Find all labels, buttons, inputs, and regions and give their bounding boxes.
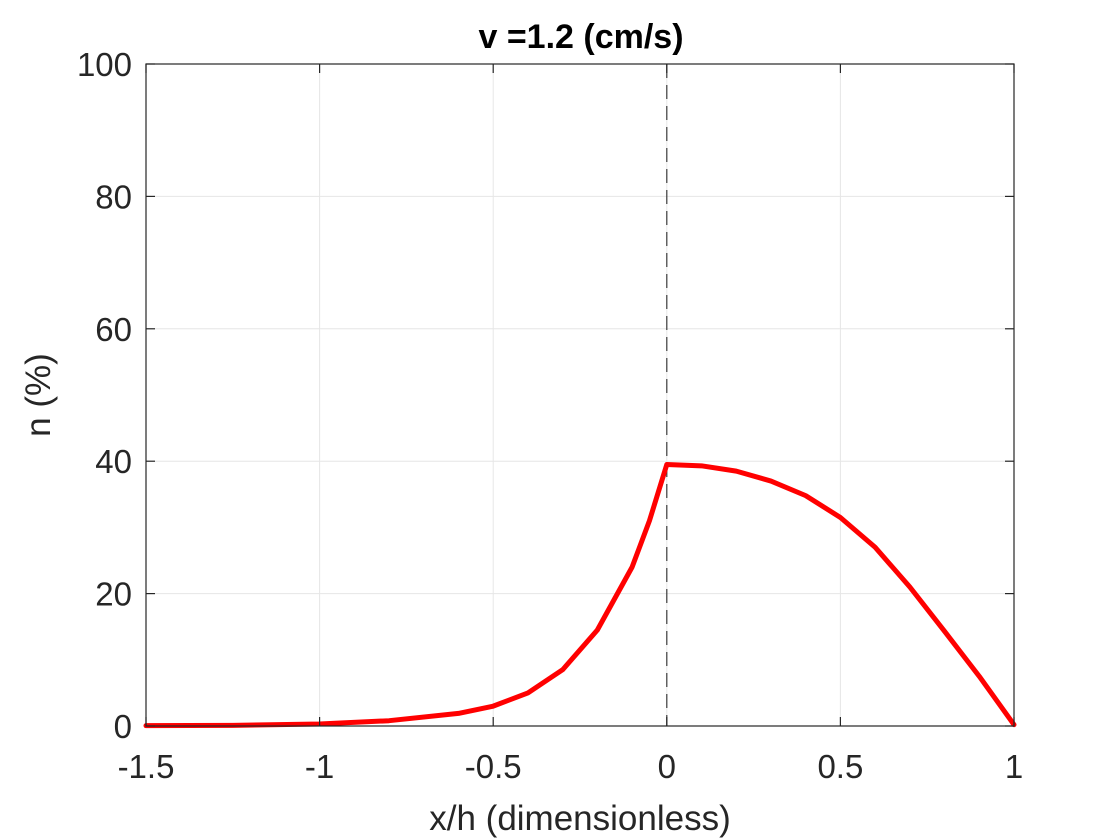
x-tick-label: 1	[1005, 748, 1023, 785]
y-tick-label: 40	[95, 443, 132, 480]
y-axis-label: n (%)	[19, 353, 58, 437]
y-tick-label: 0	[114, 708, 132, 745]
plot-area-frame	[145, 63, 1015, 727]
x-tick-label: -1	[305, 748, 334, 785]
x-ticks: -1.5 -1 -0.5 0 0.5 1	[118, 64, 1023, 785]
x-tick-label: 0	[658, 748, 676, 785]
series-line	[143, 462, 1017, 729]
x-axis-label: x/h (dimensionless)	[429, 799, 731, 838]
y-ticks: 0 20 40 60 80 100	[77, 46, 1014, 745]
x-tick-label: -0.5	[465, 748, 522, 785]
y-tick-label: 20	[95, 576, 132, 613]
y-tick-label: 60	[95, 311, 132, 348]
chart-title: v =1.2 (cm/s)	[478, 18, 683, 56]
x-tick-label: 0.5	[817, 748, 863, 785]
grid	[145, 63, 1015, 727]
y-tick-label: 80	[95, 178, 132, 215]
y-tick-label: 100	[77, 46, 132, 83]
x-tick-label: -1.5	[118, 748, 175, 785]
series-layer	[143, 462, 1017, 729]
